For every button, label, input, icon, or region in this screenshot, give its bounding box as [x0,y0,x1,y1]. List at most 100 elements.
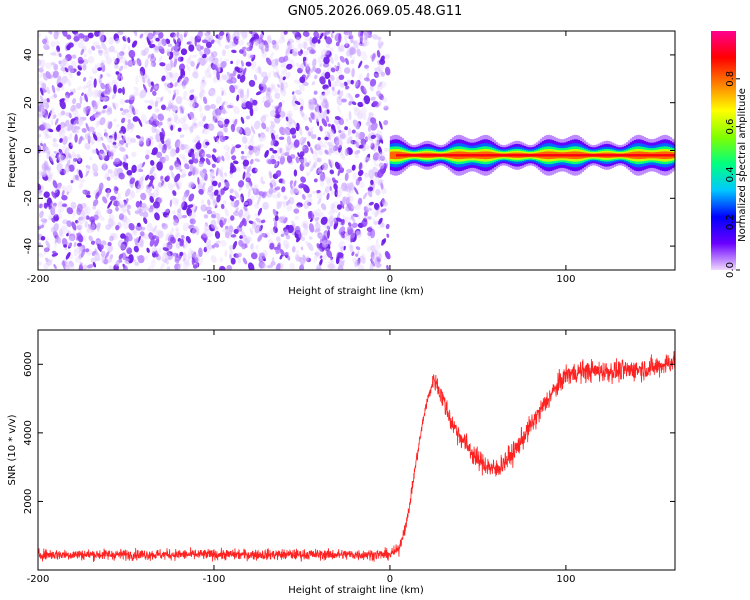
noise-dot [300,236,306,242]
noise-dot [329,55,334,64]
noise-dot [160,104,167,111]
noise-dot [319,255,323,259]
noise-dot [314,143,321,150]
noise-dot [61,126,68,133]
noise-dot [298,158,304,163]
noise-dot [315,263,321,270]
noise-dot [87,88,93,97]
noise-dot [284,251,290,256]
noise-dot [131,164,137,173]
noise-dot [43,247,50,253]
noise-dot [341,182,348,192]
noise-dot [166,241,173,250]
noise-dot [193,165,199,175]
noise-dot [325,115,330,123]
noise-dot [303,200,310,209]
noise-dot [329,169,335,175]
noise-dot [126,247,133,255]
noise-dot [286,204,293,212]
noise-dot [74,219,79,224]
noise-dot [315,67,322,74]
noise-dot [201,76,206,84]
noise-dot [220,60,227,69]
noise-dot [139,231,145,237]
noise-dot [285,48,291,56]
noise-dot [144,154,150,160]
noise-dot [40,218,48,223]
noise-dot [287,41,292,50]
noise-dot [166,231,172,241]
noise-dot [175,182,180,190]
noise-dot [357,31,364,38]
snr-line [38,351,675,563]
noise-dot [319,258,323,266]
noise-dot [147,40,152,46]
noise-dot [220,240,227,247]
noise-dot [328,78,332,88]
noise-dot [354,260,359,268]
noise-dot [208,89,214,94]
noise-dot [104,251,110,260]
noise-dot [346,195,352,205]
noise-dot [185,235,191,244]
noise-dot [148,136,154,141]
noise-dot [221,100,229,106]
noise-dot [308,236,313,240]
noise-dot [135,75,139,85]
noise-dot [300,62,305,70]
noise-dot [106,254,113,264]
noise-dot [91,100,98,110]
noise-dot [307,141,311,147]
noise-dot [334,136,340,144]
noise-dot [358,162,363,171]
noise-dot [64,264,71,270]
noise-dot [42,98,47,104]
noise-dot [302,59,306,67]
noise-dot [95,100,101,107]
noise-dot [265,92,271,102]
noise-dot [203,57,208,65]
noise-dot [355,230,362,235]
noise-dot [58,53,62,58]
noise-dot [349,244,354,253]
noise-dot [250,252,258,260]
noise-dot [82,64,87,71]
noise-dot [66,220,72,228]
noise-dot [326,249,333,259]
noise-dot [321,72,326,77]
noise-dot [136,164,140,173]
noise-dot [97,67,102,72]
noise-dot [344,39,349,46]
noise-dot [262,96,266,104]
noise-dot [331,90,338,97]
noise-dot [331,86,335,92]
noise-dot [247,189,251,198]
noise-dot [78,245,82,251]
noise-dot [331,126,337,134]
noise-dot [251,187,255,192]
noise-dot [164,82,171,91]
noise-dot [214,115,220,120]
noise-dot [186,207,193,217]
noise-dot [47,174,53,182]
noise-dot [319,140,324,148]
noise-dot [365,121,372,126]
noise-dot [334,53,339,62]
noise-dot [155,108,160,113]
noise-dot [245,182,249,187]
noise-dot [194,38,197,47]
noise-dot [242,171,246,180]
noise-dot [90,114,95,122]
noise-dot [169,199,173,208]
noise-dot [144,76,151,83]
noise-dot [369,85,374,92]
noise-dot [59,228,63,237]
noise-dot [296,202,303,208]
noise-dot [84,220,88,228]
noise-dot [354,151,359,159]
noise-dot [76,86,83,91]
noise-dot [100,82,106,90]
noise-dot [313,178,318,183]
noise-dot [328,144,336,154]
noise-dot [158,142,164,150]
